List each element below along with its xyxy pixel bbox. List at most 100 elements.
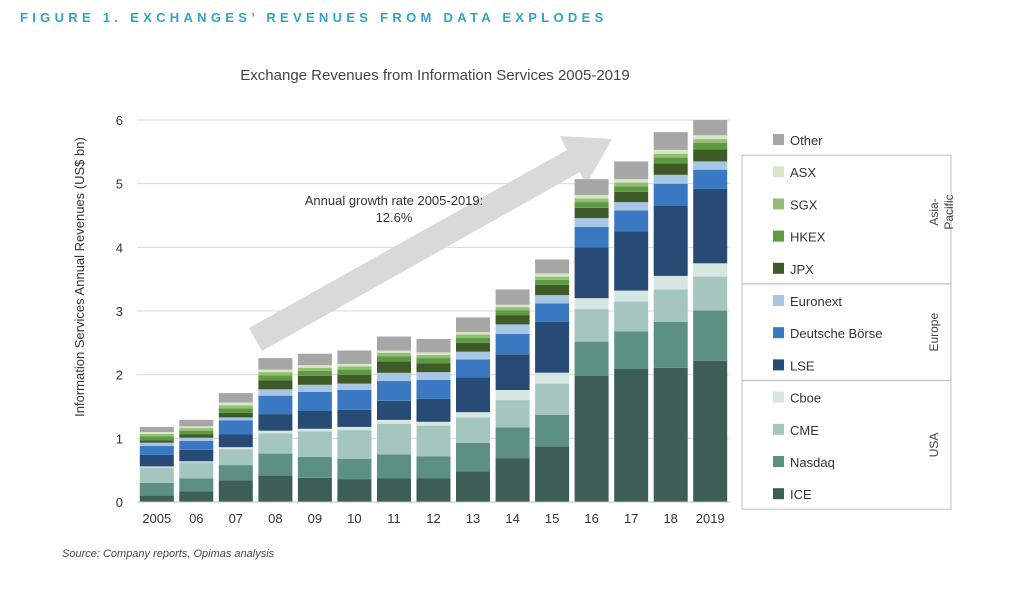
growth-arrow [249,136,612,351]
bar-segment-euronext [653,174,688,184]
bar-segment-lse [495,354,530,390]
x-tick-label: 09 [308,511,322,526]
bar-segment-other [614,161,649,180]
x-tick-label: 16 [584,511,598,526]
x-tick-label: 17 [624,511,638,526]
growth-rate-label: Annual growth rate 2005-2019: 12.6% [305,193,484,225]
bar-segment-sgx [218,405,253,409]
bar-segment-nasdaq [614,331,649,369]
bar-segment-other [535,259,570,274]
bar-segment-asx [693,135,728,140]
bar-segment-hkex [456,337,490,343]
bar-segment-jpx [495,315,530,325]
bar-segment-cboe [495,389,530,401]
bar-segment-cme [535,383,570,415]
bar-segment-euronext [218,417,253,421]
bar-segment-deutsche-borse [535,303,570,322]
legend-item-asx: ASX [790,165,816,180]
bar-segment-lse [614,231,649,291]
bar-segment-ice [495,458,530,502]
bar-segment-other [495,289,530,305]
legend-swatch-hkex [773,230,784,242]
legend-group-label-europe: Europe [927,313,941,352]
bar-segment-deutsche-borse [139,446,174,455]
bar-segment-other [574,179,609,196]
legend-swatch-nasdaq [773,456,784,467]
bar-segment-hkex [337,369,372,375]
bar-segment-nasdaq [495,427,530,459]
bar-segment-euronext [574,218,609,227]
bar-segment-sgx [337,366,372,370]
figure-title: FIGURE 1. EXCHANGES’ REVENUES FROM DATA … [20,10,608,25]
bar-segment-nasdaq [139,482,174,496]
bar-segment-nasdaq [337,458,372,480]
bar-segment-lse [693,188,728,264]
legend-swatch-jpx [773,262,784,274]
bar-segment-nasdaq [574,341,609,376]
legend-item-lse: LSE [790,358,815,373]
bar-segment-lse [179,449,214,462]
bar-segment-ice [614,368,649,502]
bar-segment-sgx [139,433,174,437]
bar-segment-cboe [693,263,728,277]
bar-segment-nasdaq [218,465,253,481]
x-tick-label: 14 [505,511,519,526]
bar-segment-lse [535,321,570,373]
bar-segment-hkex [416,358,451,364]
x-tick-label: 10 [347,511,361,526]
bar-segment-ice [297,477,332,502]
legend-swatch-lse [773,359,784,371]
bar-segment-hkex [653,157,688,164]
bar-segment-cme [614,301,649,332]
bars [139,120,728,502]
bar-segment-sgx [258,372,293,376]
chart-title: Exchange Revenues from Information Servi… [240,67,629,84]
bar-segment-jpx [535,284,570,296]
y-tick-label: 6 [116,113,123,128]
bar-segment-jpx [337,374,372,384]
bar-segment-cme [377,423,411,455]
y-axis-label: Information Services Annual Revenues (US… [72,137,87,417]
legend-item-other: Other [790,133,823,148]
bar-segment-lse [139,454,174,467]
bar-segment-hkex [535,279,570,285]
bar-segment-asx [535,273,570,277]
legend-item-sgx: SGX [790,197,818,212]
bar-segment-cme [653,289,688,322]
x-tick-label: 2019 [696,511,725,526]
bar-segment-sgx [535,276,570,280]
source-note: Source: Company reports, Opimas analysis [62,548,275,560]
bar-segment-asx [377,350,411,353]
bar-segment-deutsche-borse [179,440,214,450]
bar-segment-cme [416,425,451,457]
legend-swatch-sgx [773,198,784,210]
legend-swatch-other [773,134,784,145]
bar-segment-cboe [416,421,451,426]
bar-segment-euronext [693,161,728,170]
bar-segment-ice [574,375,609,502]
bar-segment-ice [377,478,411,502]
bar-segment-other [297,353,332,366]
bar-segment-jpx [179,434,214,438]
bar-segment-hkex [258,375,293,381]
bar-segment-deutsche-borse [456,359,490,378]
bar-segment-jpx [258,380,293,390]
bar-segment-deutsche-borse [377,381,411,401]
bar-segment-sgx [693,139,728,143]
legend-item-jpx: JPX [790,262,814,277]
bar-segment-cme [574,309,609,342]
x-tick-label: 11 [387,511,401,526]
bar-segment-cboe [535,372,570,384]
bar-segment-lse [297,411,332,429]
bar-segment-other [258,358,293,370]
x-tick-label: 18 [663,511,677,526]
bar-segment-euronext [179,437,214,441]
bar-segment-sgx [297,367,332,371]
bar-segment-cboe [258,430,293,434]
bar-segment-cme [495,400,530,428]
legend-swatch-asx [773,166,784,178]
bar-segment-asx [574,195,609,199]
bar-segment-ice [653,367,688,502]
bar-segment-cboe [218,447,253,450]
bar-segment-cboe [297,428,332,432]
